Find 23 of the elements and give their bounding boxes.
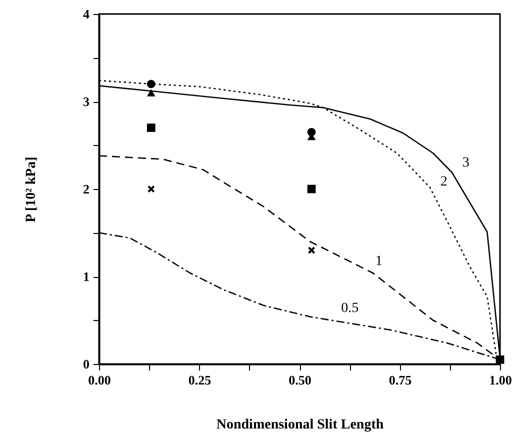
y-axis-title: P [10² kPa] bbox=[24, 156, 39, 222]
x-tick-label: 0.50 bbox=[288, 372, 312, 388]
x-tick-label: 1.00 bbox=[489, 372, 512, 388]
x-tick-label: 0.75 bbox=[388, 372, 412, 388]
point bbox=[308, 246, 316, 254]
point bbox=[307, 184, 316, 194]
point bbox=[146, 89, 156, 96]
y-tick-label: 0 bbox=[83, 356, 90, 372]
series-label: 0.5 bbox=[341, 300, 359, 316]
x-tick-label: 0.00 bbox=[88, 372, 111, 388]
x-axis-title: Nondimensional Slit Length bbox=[216, 418, 384, 432]
y-tick-label: 2 bbox=[83, 182, 90, 196]
point bbox=[147, 185, 155, 193]
point bbox=[496, 355, 504, 364]
series-label: 3 bbox=[462, 155, 470, 170]
series-label: 2 bbox=[440, 174, 448, 190]
point bbox=[146, 80, 156, 88]
y-tick-label: 4 bbox=[83, 6, 90, 22]
point bbox=[146, 124, 156, 132]
y-tick-label: 3 bbox=[83, 94, 90, 109]
series-label: 1 bbox=[375, 254, 382, 269]
y-tick-label: 1 bbox=[83, 269, 90, 284]
x-tick-label: 0.25 bbox=[188, 372, 212, 388]
